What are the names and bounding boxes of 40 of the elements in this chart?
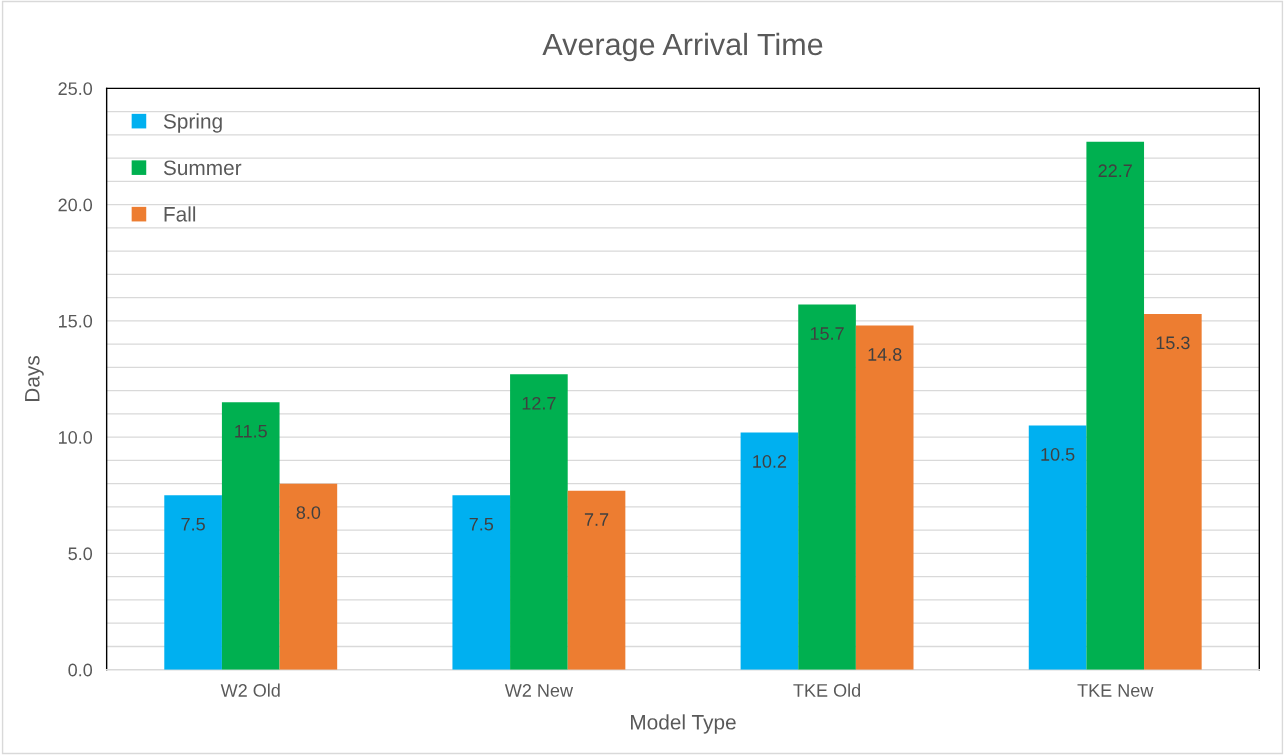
bar	[279, 483, 338, 670]
y-tick-label: 5.0	[68, 547, 93, 561]
y-tick-label: 15.0	[59, 314, 93, 328]
bar	[221, 402, 280, 670]
bar	[855, 325, 914, 670]
y-axis-title: Days	[25, 356, 44, 402]
y-tick-label: 25.0	[58, 82, 93, 96]
legend-label: Spring	[163, 113, 222, 133]
legend-label: Fall	[164, 206, 196, 222]
bar	[452, 495, 511, 670]
y-tick-label: 20.0	[58, 198, 93, 212]
data-label: 15.7	[810, 327, 844, 340]
bar	[798, 304, 856, 670]
data-label: 8.0	[296, 506, 321, 519]
data-label: 7.5	[469, 518, 494, 531]
data-label: 10.2	[753, 455, 787, 468]
data-label: 12.7	[522, 396, 556, 410]
data-label: 7.7	[584, 513, 609, 526]
chart-title: Average Arrival Time	[542, 32, 823, 62]
data-label: 14.8	[868, 348, 902, 361]
y-tick-label: 0.0	[68, 663, 93, 677]
bar	[1144, 313, 1202, 670]
y-tick-label: 10.0	[59, 431, 93, 444]
x-tick-label: TKE Old	[793, 683, 861, 697]
data-label: 22.7	[1098, 164, 1132, 177]
bar	[164, 495, 222, 670]
legend-label: Summer	[163, 160, 242, 176]
data-label: 11.5	[235, 424, 267, 438]
data-label: 7.5	[181, 518, 205, 531]
bar	[740, 432, 799, 670]
x-tick-label: TKE New	[1077, 684, 1154, 697]
bar	[1028, 425, 1087, 670]
data-label: 15.3	[1156, 336, 1190, 350]
x-tick-label: W2 New	[504, 684, 574, 697]
x-axis-title: Model Type	[631, 714, 736, 734]
data-label: 10.5	[1041, 448, 1075, 461]
bar	[567, 490, 626, 670]
x-tick-label: W2 Old	[220, 683, 280, 697]
bar	[510, 374, 568, 670]
bar	[1086, 141, 1145, 670]
